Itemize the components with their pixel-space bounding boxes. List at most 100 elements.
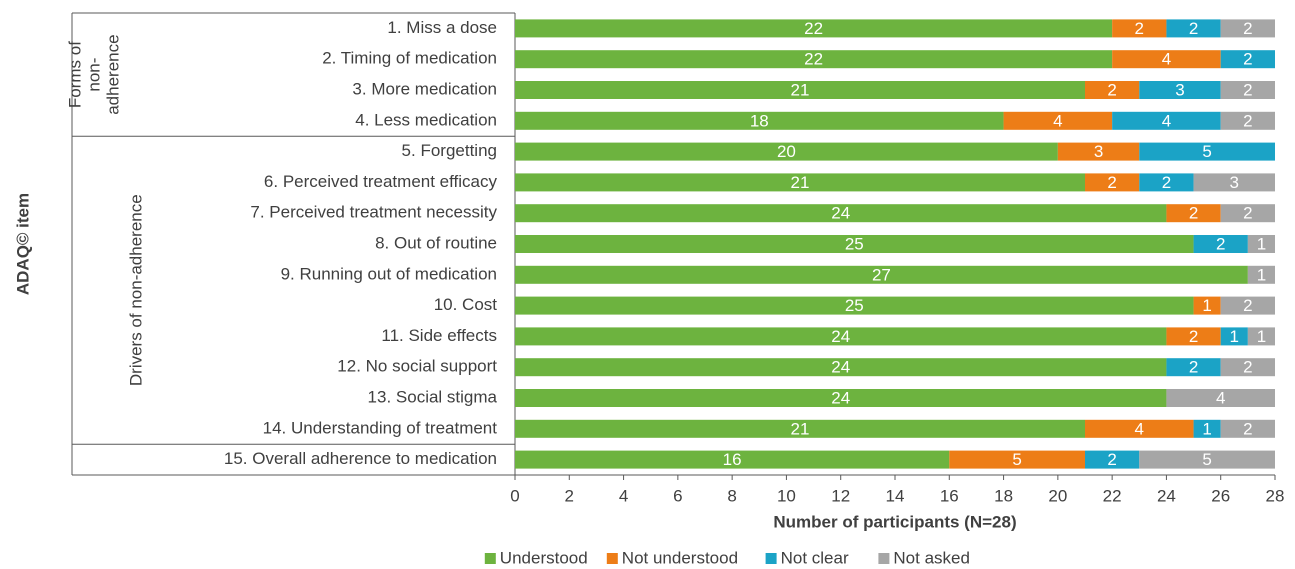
- bar-segment: [1220, 81, 1275, 99]
- bar-segment: [1166, 204, 1221, 223]
- bar-segment: [1003, 111, 1113, 130]
- legend-label: Understood: [500, 548, 588, 567]
- bar-segment: [515, 173, 1085, 192]
- data-label: 4: [1216, 388, 1225, 407]
- data-label: 24: [831, 358, 850, 377]
- bar-segment: [1220, 111, 1275, 130]
- data-label: 1: [1202, 419, 1211, 438]
- bar-segment: [1085, 81, 1140, 99]
- data-label: 5: [1202, 142, 1211, 161]
- data-label: 5: [1202, 450, 1211, 469]
- data-label: 18: [750, 111, 769, 130]
- x-tick-label: 6: [673, 486, 682, 505]
- x-tick-label: 18: [994, 486, 1013, 505]
- data-label: 2: [1189, 19, 1198, 38]
- bar-segment: [515, 419, 1085, 438]
- bar-segment: [1193, 296, 1221, 315]
- bar-segment: [1193, 235, 1248, 253]
- bar-segment: [1220, 204, 1275, 223]
- bar-segment: [1166, 358, 1221, 377]
- data-label: 1: [1257, 234, 1266, 253]
- bar-segment: [1220, 419, 1275, 438]
- bar-segment: [1247, 235, 1275, 253]
- bar-segment: [1166, 389, 1275, 407]
- y-tick-label: 2. Timing of medication: [322, 49, 497, 68]
- data-label: 4: [1053, 111, 1062, 130]
- bar-segment: [1139, 142, 1275, 161]
- legend-swatch: [878, 553, 890, 564]
- legend-swatch: [606, 553, 618, 564]
- bar-segment: [1085, 419, 1194, 438]
- group-label: Forms of: [65, 41, 84, 108]
- legend-label: Not asked: [893, 548, 970, 567]
- data-label: 2: [1243, 80, 1252, 99]
- bar-segment: [515, 327, 1167, 346]
- bar-segment: [515, 50, 1113, 69]
- data-label: 2: [1107, 450, 1116, 469]
- legend-label: Not understood: [622, 548, 738, 567]
- data-label: 25: [845, 296, 864, 315]
- bar-segment: [515, 358, 1167, 377]
- y-tick-label: 5. Forgetting: [402, 141, 497, 160]
- bar-segment: [1112, 19, 1167, 38]
- bar-segment: [1166, 327, 1221, 346]
- data-label: 2: [1135, 19, 1144, 38]
- data-label: 4: [1162, 111, 1171, 130]
- data-label: 2: [1189, 358, 1198, 377]
- data-label: 3: [1175, 80, 1184, 99]
- data-label: 2: [1189, 204, 1198, 223]
- y-tick-label: 15. Overall adherence to medication: [224, 449, 497, 468]
- data-label: 3: [1094, 142, 1103, 161]
- legend-label: Not clear: [781, 548, 849, 567]
- data-label: 1: [1257, 327, 1266, 346]
- y-axis-label: ADAQ© item: [13, 193, 32, 295]
- x-tick-label: 10: [777, 486, 796, 505]
- data-label: 2: [1243, 419, 1252, 438]
- x-tick-label: 12: [831, 486, 850, 505]
- data-label: 2: [1243, 19, 1252, 38]
- bar-segment: [515, 204, 1167, 223]
- bar-segment: [1220, 50, 1275, 69]
- bar-segment: [1220, 358, 1275, 377]
- data-label: 21: [791, 80, 810, 99]
- bar-segment: [1112, 111, 1221, 130]
- bar-segment: [1139, 81, 1221, 99]
- bar-segment: [1139, 450, 1275, 469]
- bar-segment: [1220, 296, 1275, 315]
- group-label: non-: [84, 58, 103, 92]
- x-tick-label: 0: [510, 486, 519, 505]
- y-tick-label: 1. Miss a dose: [387, 18, 497, 37]
- bar-segment: [1112, 50, 1221, 69]
- x-axis-label: Number of participants (N=28): [773, 512, 1016, 531]
- data-label: 24: [831, 204, 850, 223]
- x-tick-label: 20: [1048, 486, 1067, 505]
- data-label: 5: [1012, 450, 1021, 469]
- y-tick-label: 3. More medication: [352, 79, 497, 98]
- y-tick-label: 9. Running out of medication: [281, 264, 497, 283]
- data-label: 1: [1202, 296, 1211, 315]
- y-tick-label: 13. Social stigma: [368, 387, 498, 406]
- bar-segment: [515, 142, 1058, 161]
- legend-swatch: [484, 553, 496, 564]
- x-tick-label: 2: [565, 486, 574, 505]
- bar-segment: [515, 389, 1167, 407]
- bar-segment: [1220, 19, 1275, 38]
- data-label: 1: [1257, 265, 1266, 284]
- x-tick-label: 14: [886, 486, 905, 505]
- data-label: 4: [1135, 419, 1144, 438]
- y-tick-label: 7. Perceived treatment necessity: [250, 203, 497, 222]
- data-label: 2: [1162, 173, 1171, 192]
- data-label: 2: [1243, 50, 1252, 69]
- bar-segment: [515, 450, 950, 469]
- bar-segment: [1057, 142, 1140, 161]
- group-label: adherence: [103, 34, 122, 114]
- bar-segment: [1085, 173, 1140, 192]
- data-label: 25: [845, 234, 864, 253]
- data-label: 2: [1243, 204, 1252, 223]
- y-tick-label: 12. No social support: [337, 357, 497, 376]
- data-label: 22: [804, 50, 823, 69]
- x-tick-label: 28: [1266, 486, 1285, 505]
- legend-swatch: [765, 553, 777, 564]
- bar-segment: [515, 111, 1004, 130]
